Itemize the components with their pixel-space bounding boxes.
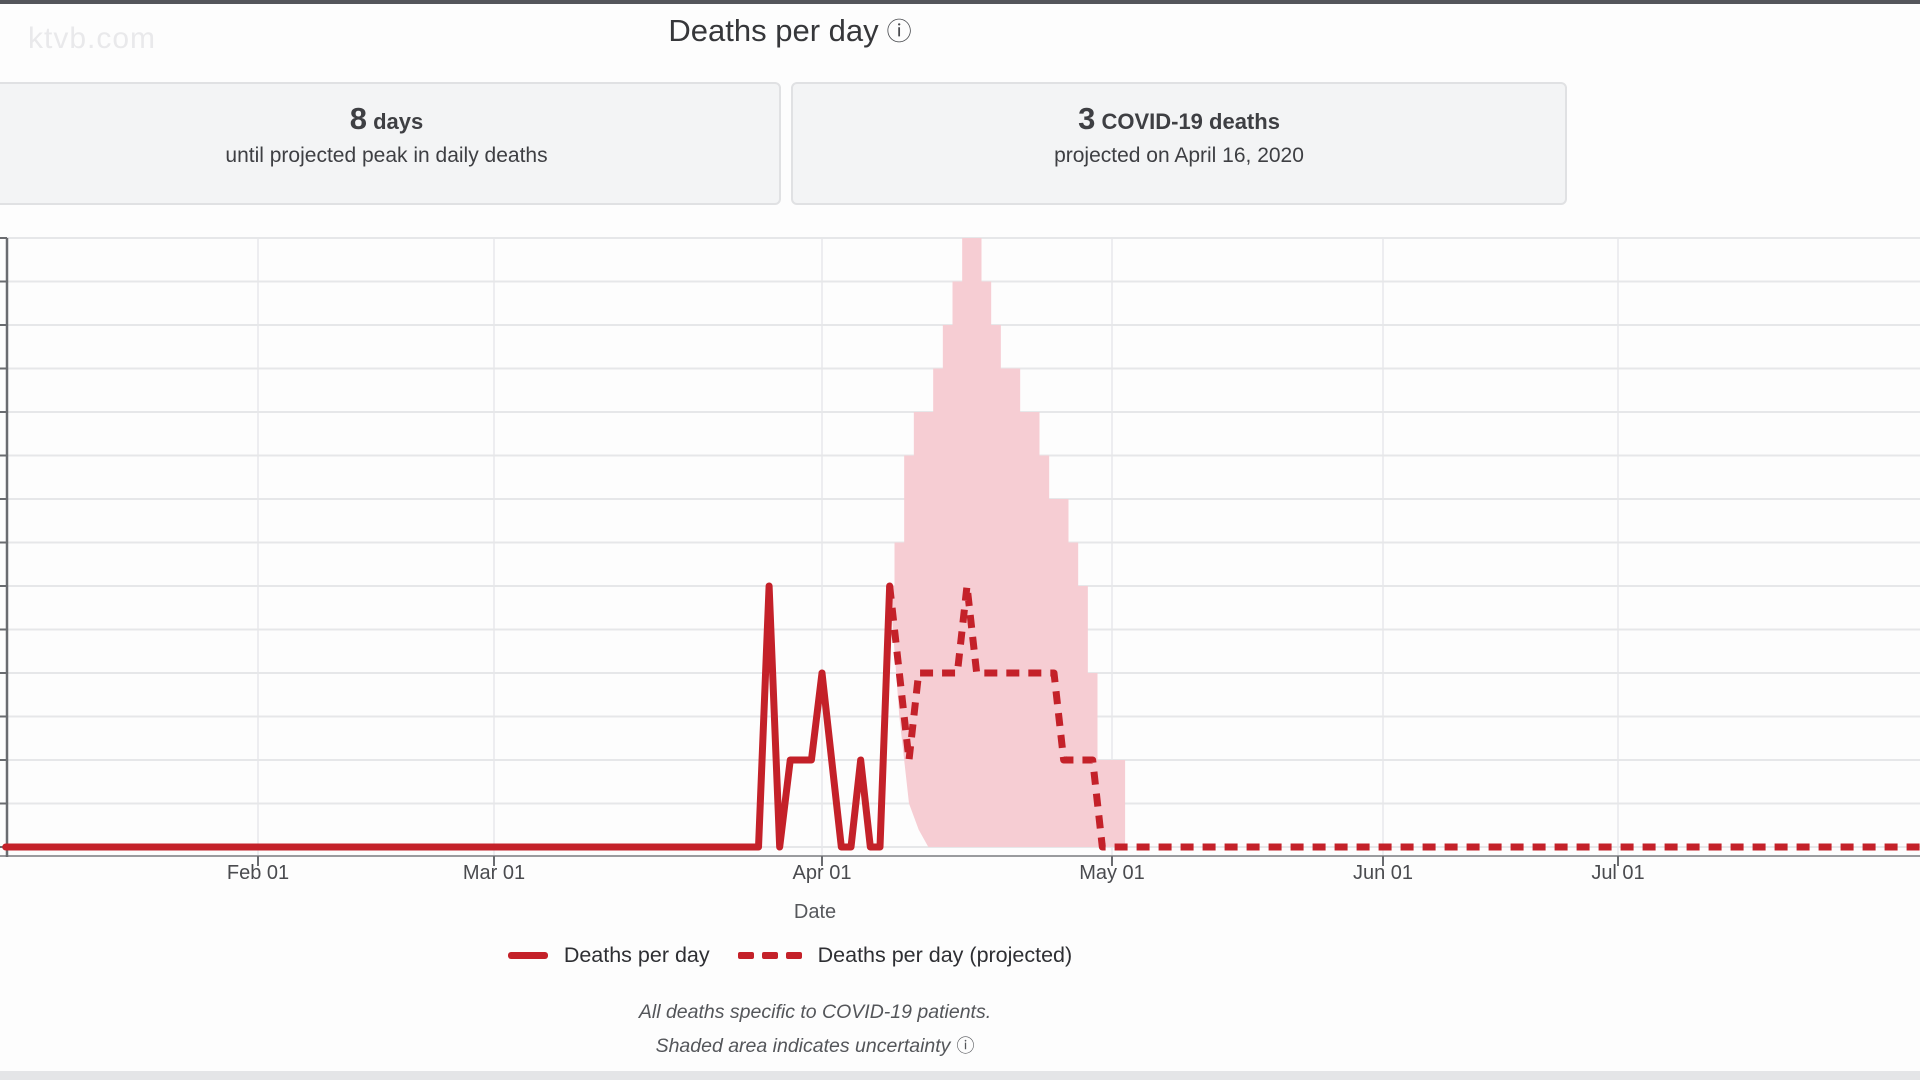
projected-deaths-line [886,582,1920,851]
stat-card-peak-value-row: 8 days [0,101,779,137]
x-tick-label: Jun 01 [1352,862,1414,884]
legend-swatch-dashed-line-icon [737,951,802,959]
stat-value: 3 [1078,101,1096,136]
legend-swatch-solid-line-icon [507,951,548,959]
footnote-deaths-specific: All deaths specific to COVID-19 patients… [638,1001,992,1023]
stat-card-deaths-value-row: 3 COVID-19 deaths [793,101,1565,137]
stat-value-suffix: days [373,109,424,134]
x-tick-label: May 01 [1079,862,1145,884]
stat-card-peak: 8 days until projected peak in daily dea… [0,82,781,205]
page-title: Deaths per day ⓘ [0,12,1580,49]
x-axis-title: Date [793,901,837,923]
x-tick-label: Feb 01 [226,862,290,884]
stat-card-projected-deaths: 3 COVID-19 deaths projected on April 16,… [791,82,1567,205]
stat-description: until projected peak in daily deaths [225,144,548,167]
axes [0,237,1920,866]
footnote-info-icon[interactable]: ⓘ [956,1036,975,1056]
footnote-uncertainty: Shaded area indicates uncertainty ⓘ [0,1032,1630,1058]
chart-legend: Deaths per day Deaths per day (projected… [0,938,1580,972]
footnote-uncertainty-text: Shaded area indicates uncertainty [655,1035,951,1057]
legend-label-observed: Deaths per day [563,942,710,967]
observed-deaths-line [2,582,894,851]
legend-label-projected: Deaths per day (projected) [817,942,1073,967]
bottom-bar [0,1071,1920,1080]
x-tick-label: Apr 01 [792,862,852,884]
station-watermark: ktvb.com [28,22,157,55]
stat-value: 8 [349,101,367,136]
top-border-line [0,0,1920,4]
uncertainty-band [889,238,1130,847]
stat-value-suffix: COVID-19 deaths [1101,109,1280,134]
stat-description: projected on April 16, 2020 [1054,144,1304,167]
title-info-icon[interactable]: ⓘ [886,18,912,46]
x-tick-label: Mar 01 [462,862,526,884]
x-tick-label: Jul 01 [1591,862,1645,884]
page-title-text: Deaths per day [668,13,879,48]
